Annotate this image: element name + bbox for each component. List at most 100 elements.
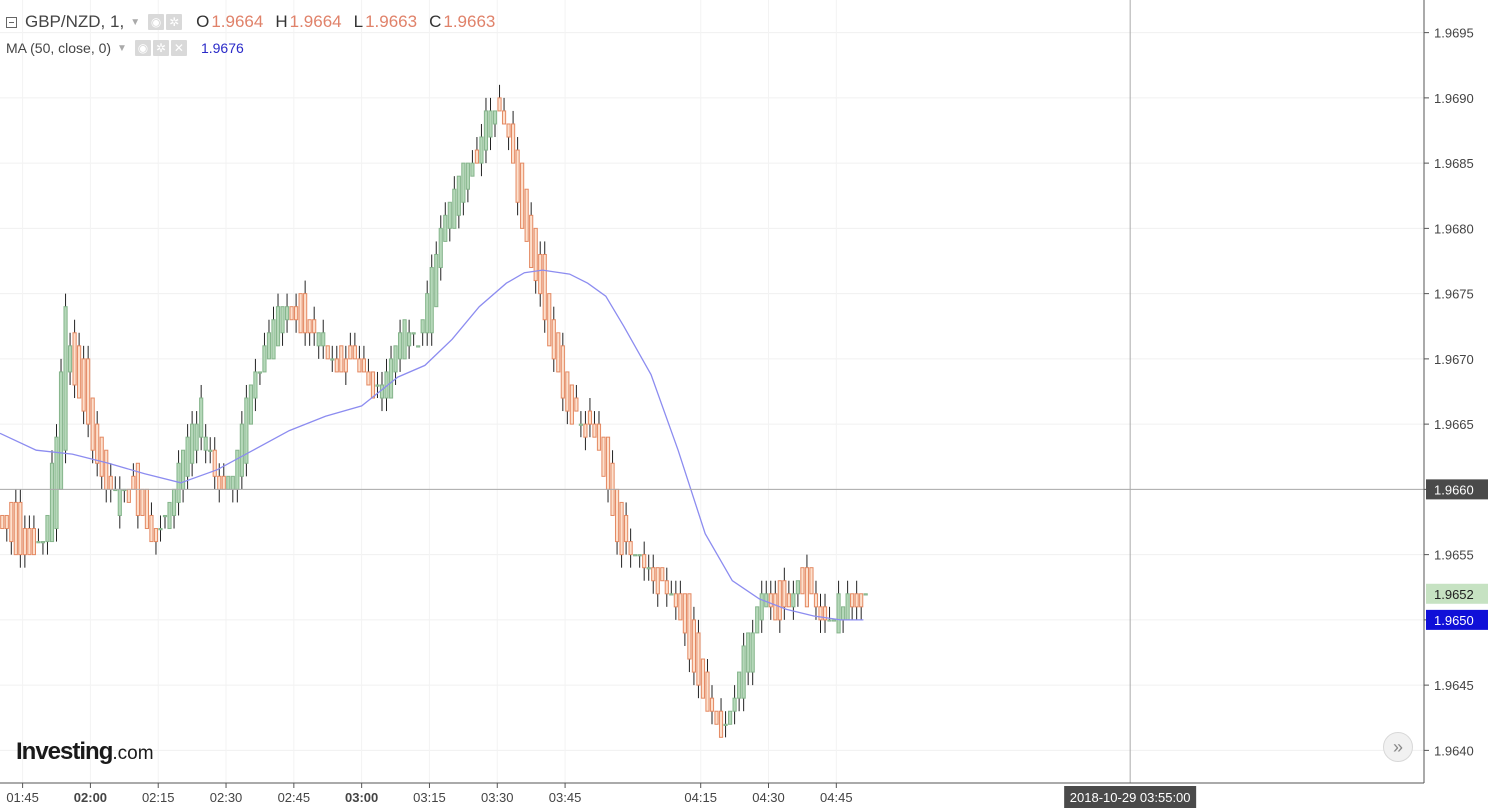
candle-body-down <box>538 253 543 295</box>
candle <box>370 371 376 399</box>
candle <box>194 411 199 464</box>
candle <box>624 502 629 555</box>
ma-price-badge: 1.9650 <box>1426 609 1488 630</box>
candle <box>501 97 507 125</box>
candle <box>81 345 86 425</box>
y-tick-label: 1.9640 <box>1434 743 1474 758</box>
collapse-icon[interactable] <box>6 16 17 28</box>
candle-body-down <box>696 632 701 686</box>
candle-body-down <box>86 358 91 425</box>
crosshair-time-text: 2018-10-29 03:55:00 <box>1070 790 1191 805</box>
candle-body-up <box>637 554 642 557</box>
eye-icon[interactable]: ◉ <box>148 14 165 30</box>
candle <box>298 293 303 334</box>
crosshair-price-badge-text: 1.9660 <box>1434 482 1474 497</box>
candle-body-down <box>13 501 18 556</box>
candle-body-down <box>691 619 696 673</box>
candle-body-down <box>583 423 588 438</box>
candle-body-up <box>646 567 651 570</box>
double-chevron-right-icon[interactable]: » <box>1383 732 1413 762</box>
candle-body-down <box>587 410 593 425</box>
candle-body-down <box>800 567 805 595</box>
candle <box>307 319 312 346</box>
candle <box>117 476 122 529</box>
gear-icon[interactable]: ✲ <box>152 40 169 56</box>
candle-body-down <box>303 293 308 334</box>
candle <box>339 345 344 373</box>
candle <box>67 332 73 385</box>
candle <box>556 332 561 373</box>
candle-body-up <box>407 332 412 347</box>
candle-body-up <box>795 580 800 595</box>
candle <box>181 449 186 503</box>
candle <box>352 332 357 360</box>
candle <box>700 658 706 699</box>
candle <box>759 580 764 633</box>
candle-body-up <box>203 436 208 451</box>
candle <box>397 319 403 372</box>
candle <box>673 580 678 620</box>
candle-body-up <box>49 462 55 543</box>
candle-body-up <box>755 606 760 634</box>
candle <box>443 202 448 242</box>
candle-body-up <box>388 358 394 399</box>
candle <box>31 515 36 556</box>
candle <box>709 685 715 725</box>
candle <box>601 436 606 477</box>
candle-body-down <box>601 436 606 477</box>
candle <box>605 436 611 503</box>
candle-body-up <box>117 488 122 516</box>
candle-body-up <box>181 449 186 490</box>
candle-body-up <box>737 671 742 699</box>
candle-body-down <box>298 293 303 334</box>
candle-body-down <box>77 345 82 399</box>
candle <box>312 306 317 346</box>
candle <box>266 319 272 360</box>
candle-body-up <box>764 593 769 608</box>
candle <box>863 593 868 596</box>
candle <box>13 489 18 556</box>
close-icon[interactable]: ✕ <box>170 40 187 56</box>
candle <box>49 450 55 543</box>
candle-body-down <box>854 593 859 608</box>
y-tick-label: 1.9645 <box>1434 678 1474 693</box>
eye-icon[interactable]: ◉ <box>134 40 151 56</box>
close-key: C <box>429 12 442 31</box>
gear-icon[interactable]: ✲ <box>166 14 183 30</box>
y-tick-label: 1.9675 <box>1434 287 1474 302</box>
candle <box>303 280 308 346</box>
candle <box>845 580 850 621</box>
candle-body-down <box>529 214 534 269</box>
candle-body-up <box>208 449 213 452</box>
ma-price-badge-text: 1.9650 <box>1434 613 1474 628</box>
investing-logo[interactable]: Investing.com <box>16 738 154 766</box>
candle-body-down <box>294 306 299 321</box>
candle-body-down <box>565 371 570 412</box>
x-tick-label: 03:30 <box>481 790 514 805</box>
candle <box>470 150 475 177</box>
candle <box>728 710 733 725</box>
candle <box>348 332 353 360</box>
candle-body-down <box>687 593 692 660</box>
candle-body-down <box>140 488 145 516</box>
chevron-down-icon[interactable]: ▼ <box>130 16 141 28</box>
candle-body-up <box>167 501 172 530</box>
candle-body-down <box>212 449 217 477</box>
candle-body-up <box>492 110 498 125</box>
candle <box>425 280 430 346</box>
candle-body-down <box>560 345 565 399</box>
candle <box>284 293 290 333</box>
candle <box>244 384 249 477</box>
candle <box>54 424 59 542</box>
candle <box>813 580 819 620</box>
candle-body-down <box>9 501 14 543</box>
symbol-title: GBP/NZD, 1, <box>25 12 125 31</box>
candle <box>257 371 263 385</box>
chevron-down-icon[interactable]: ▼ <box>117 42 127 54</box>
candle <box>614 488 620 555</box>
candle-body-down <box>850 593 855 608</box>
candle-body-down <box>27 528 32 556</box>
candle <box>153 528 159 555</box>
candle-body-down <box>366 371 371 386</box>
